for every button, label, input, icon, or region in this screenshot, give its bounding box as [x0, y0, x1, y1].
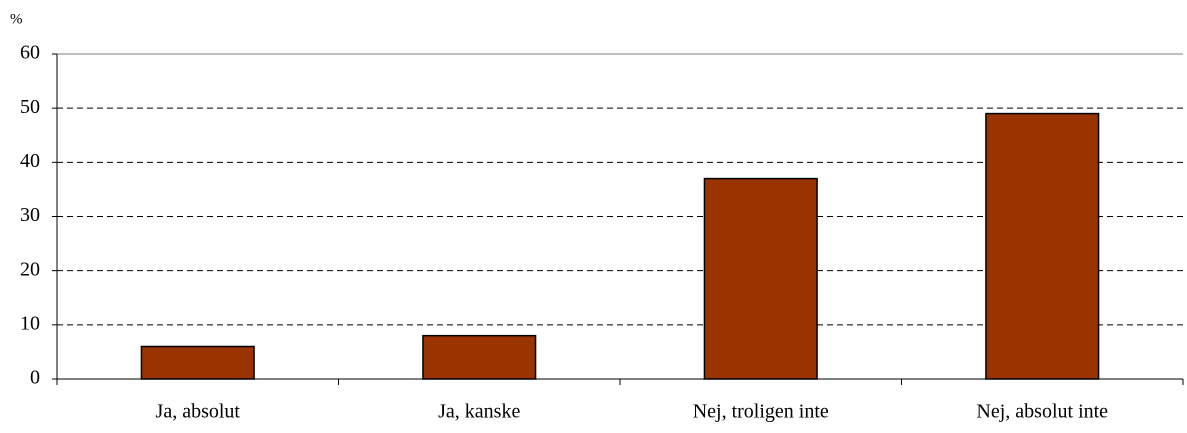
- x-tick-label: Ja, kanske: [438, 401, 520, 423]
- y-axis-label: %: [10, 11, 23, 27]
- y-tick-label: 60: [20, 42, 40, 64]
- y-tick-label: 0: [30, 367, 40, 389]
- bar: [703, 177, 818, 380]
- x-tick-label: Nej, troligen inte: [693, 401, 829, 423]
- y-tick-label: 20: [20, 258, 40, 280]
- y-tick-label: 10: [20, 312, 40, 334]
- y-tick-label: 30: [20, 204, 40, 226]
- bar: [422, 334, 537, 380]
- bar: [985, 112, 1100, 380]
- y-tick-label: 50: [20, 96, 40, 118]
- y-tick-label: 40: [20, 150, 40, 172]
- x-tick-label: Nej, absolut inte: [976, 401, 1108, 423]
- bar: [140, 345, 255, 380]
- x-tick-label: Ja, absolut: [156, 401, 241, 423]
